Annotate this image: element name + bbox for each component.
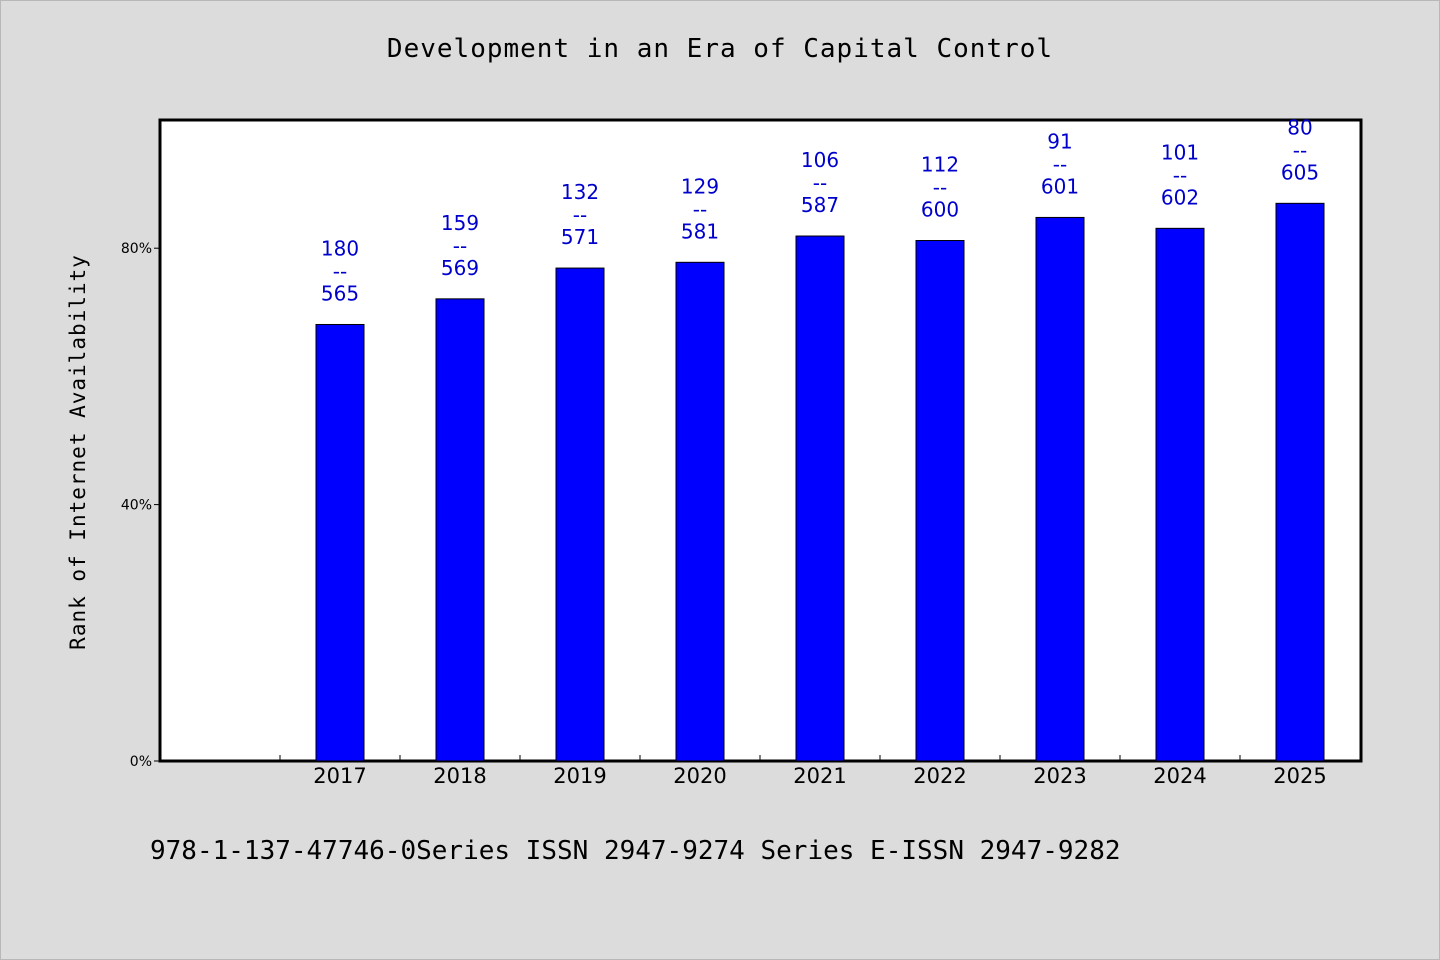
data-label-mid: --	[573, 203, 587, 227]
data-label-top: 80	[1287, 115, 1312, 139]
data-labels: 180--565159--569132--571129--581106--587…	[321, 115, 1319, 305]
x-tick-label: 2021	[793, 764, 846, 788]
bar	[1035, 216, 1085, 762]
data-label-mid: --	[1053, 152, 1067, 176]
data-label-top: 159	[441, 211, 479, 235]
data-label-bottom: 600	[921, 198, 959, 222]
footer-isbn-issn: 978-1-137-47746-0Series ISSN 2947-9274 S…	[150, 836, 1121, 866]
data-label-top: 112	[921, 153, 959, 177]
y-tick-label: 40%	[121, 498, 152, 514]
data-label-mid: --	[813, 171, 827, 195]
data-label-top: 132	[561, 180, 599, 204]
data-label-mid: --	[1173, 163, 1187, 187]
data-label-bottom: 601	[1041, 174, 1079, 198]
bar	[675, 261, 725, 762]
bar	[315, 323, 365, 762]
y-tick-label: 80%	[121, 241, 152, 257]
bar	[1275, 202, 1325, 762]
bar	[555, 267, 605, 762]
data-label-bottom: 602	[1161, 185, 1199, 209]
data-label-mid: --	[453, 234, 467, 258]
data-label-bottom: 569	[441, 256, 479, 280]
data-label-top: 129	[681, 174, 719, 198]
x-axis: 2017 2018 2019 2020 2021 2022 2023 2024 2025	[279, 755, 1361, 788]
data-label-mid: --	[933, 176, 947, 200]
x-tick-label: 2023	[1033, 764, 1086, 788]
data-label-bottom: 587	[801, 193, 839, 217]
data-label-bottom: 571	[561, 225, 599, 249]
bar	[915, 240, 965, 762]
x-tick-label: 2025	[1273, 764, 1326, 788]
data-label-mid: --	[333, 259, 347, 283]
y-axis: 0% 40% 80%	[121, 241, 160, 770]
bar-series	[315, 202, 1325, 762]
bar	[1155, 227, 1205, 762]
data-label-mid: --	[693, 197, 707, 221]
data-label-top: 106	[801, 148, 839, 172]
data-label-bottom: 565	[321, 281, 359, 305]
bar	[435, 298, 485, 762]
x-tick-label: 2018	[433, 764, 486, 788]
data-label-bottom: 581	[681, 219, 719, 243]
y-tick-label: 0%	[130, 754, 152, 770]
bar	[795, 235, 845, 762]
x-tick-label: 2020	[673, 764, 726, 788]
data-label-top: 180	[321, 236, 359, 260]
data-label-mid: --	[1293, 138, 1307, 162]
data-label-top: 101	[1161, 140, 1199, 164]
data-label-top: 91	[1047, 129, 1072, 153]
chart-title: Development in an Era of Capital Control	[386, 34, 1054, 64]
x-tick-label: 2017	[313, 764, 366, 788]
x-tick-label: 2024	[1153, 764, 1206, 788]
data-label-bottom: 605	[1281, 160, 1319, 184]
x-tick-label: 2019	[553, 764, 606, 788]
x-tick-label: 2022	[913, 764, 966, 788]
